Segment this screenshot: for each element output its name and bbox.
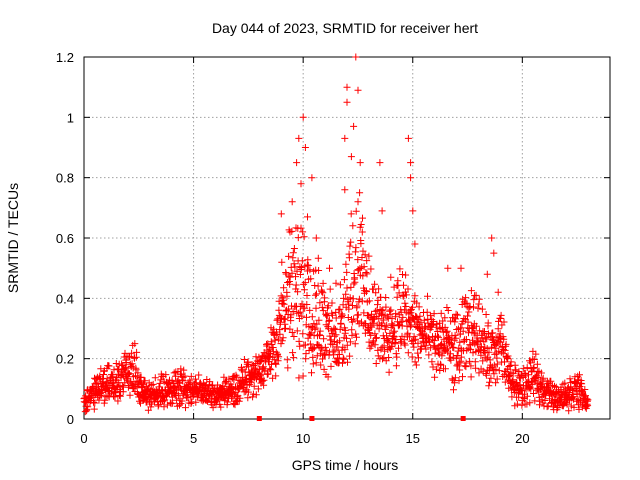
chart-title: Day 044 of 2023, SRMTID for receiver her… (212, 20, 478, 36)
x-tick-label: 10 (296, 431, 310, 446)
y-tick-label: 0.8 (56, 171, 74, 186)
baseline-markers (256, 416, 466, 421)
y-tick-label: 1 (67, 110, 74, 125)
baseline-marker (460, 416, 466, 421)
baseline-marker (256, 416, 262, 421)
axis-ticks (83, 56, 610, 420)
series-points (80, 53, 592, 416)
baseline-marker (309, 416, 315, 421)
y-tick-label: 0.2 (56, 352, 74, 367)
y-tick-label: 0 (67, 412, 74, 427)
x-tick-labels: 0 5 10 15 20 (80, 431, 529, 446)
x-axis-label: GPS time / hours (292, 457, 399, 473)
x-tick-label: 15 (406, 431, 420, 446)
x-tick-label: 5 (190, 431, 197, 446)
data-points (80, 53, 592, 416)
y-axis-label: SRMTID / TECUs (5, 183, 21, 293)
y-tick-label: 0.4 (56, 291, 74, 306)
y-tick-labels: 0 0.2 0.4 0.6 0.8 1 1.2 (56, 50, 74, 427)
x-tick-label: 0 (80, 431, 87, 446)
y-tick-label: 0.6 (56, 231, 74, 246)
x-tick-label: 20 (515, 431, 529, 446)
y-tick-label: 1.2 (56, 50, 74, 65)
